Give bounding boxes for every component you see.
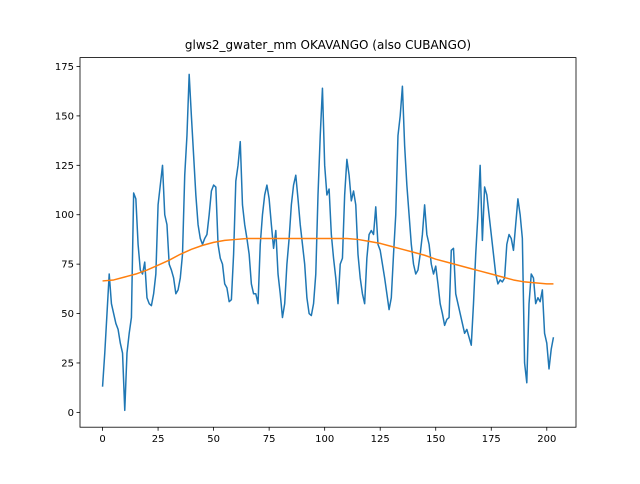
x-tick-label: 125 <box>371 434 390 445</box>
y-tick-label: 175 <box>55 62 74 73</box>
y-tick-label: 0 <box>68 408 74 419</box>
x-tick-label: 25 <box>152 434 165 445</box>
x-tick-label: 150 <box>426 434 445 445</box>
x-tick-label: 75 <box>263 434 276 445</box>
y-tick-label: 100 <box>55 210 74 221</box>
plot-frame <box>79 57 577 428</box>
x-tick-label: 100 <box>315 434 334 445</box>
x-tick-label: 175 <box>482 434 501 445</box>
x-tick-label: 200 <box>537 434 556 445</box>
chart-title: glws2_gwater_mm OKAVANGO (also CUBANGO) <box>185 38 471 52</box>
x-tick-label: 0 <box>99 434 105 445</box>
y-tick-label: 125 <box>55 161 74 172</box>
y-tick-label: 50 <box>61 309 74 320</box>
y-tick-label: 150 <box>55 111 74 122</box>
data-line <box>101 73 555 412</box>
y-tick-label: 25 <box>61 358 74 369</box>
data-line <box>102 237 554 285</box>
x-tick-label: 50 <box>207 434 220 445</box>
y-tick-label: 75 <box>61 260 74 271</box>
